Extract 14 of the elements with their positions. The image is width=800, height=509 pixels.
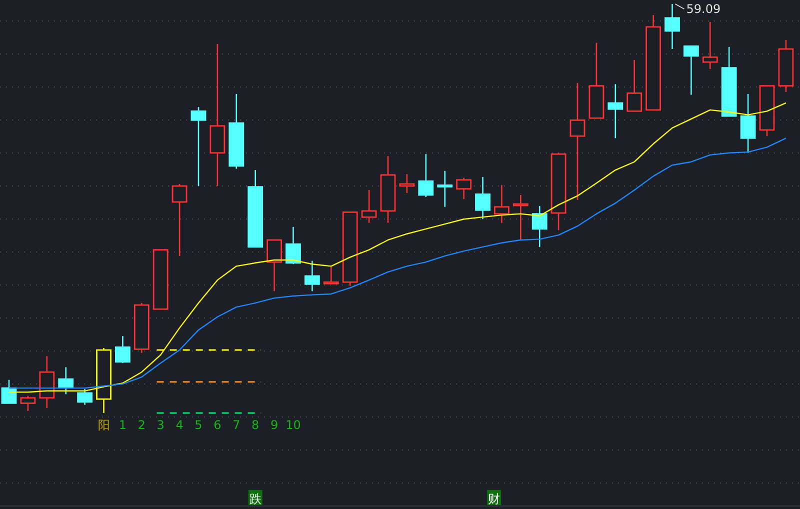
text: 2	[138, 418, 146, 432]
text: 10	[286, 418, 301, 432]
text: 阳	[98, 418, 110, 432]
text: 跌	[249, 492, 262, 506]
text: 8	[252, 418, 260, 432]
text: 3	[156, 418, 164, 432]
text: 4	[176, 418, 184, 432]
text: 1	[118, 418, 127, 432]
text: 9	[270, 418, 278, 432]
annotation: 59.09	[686, 2, 721, 16]
text: 5	[194, 418, 202, 432]
text: 7	[232, 418, 240, 432]
text: 财	[488, 492, 500, 506]
text: 6	[214, 418, 222, 432]
